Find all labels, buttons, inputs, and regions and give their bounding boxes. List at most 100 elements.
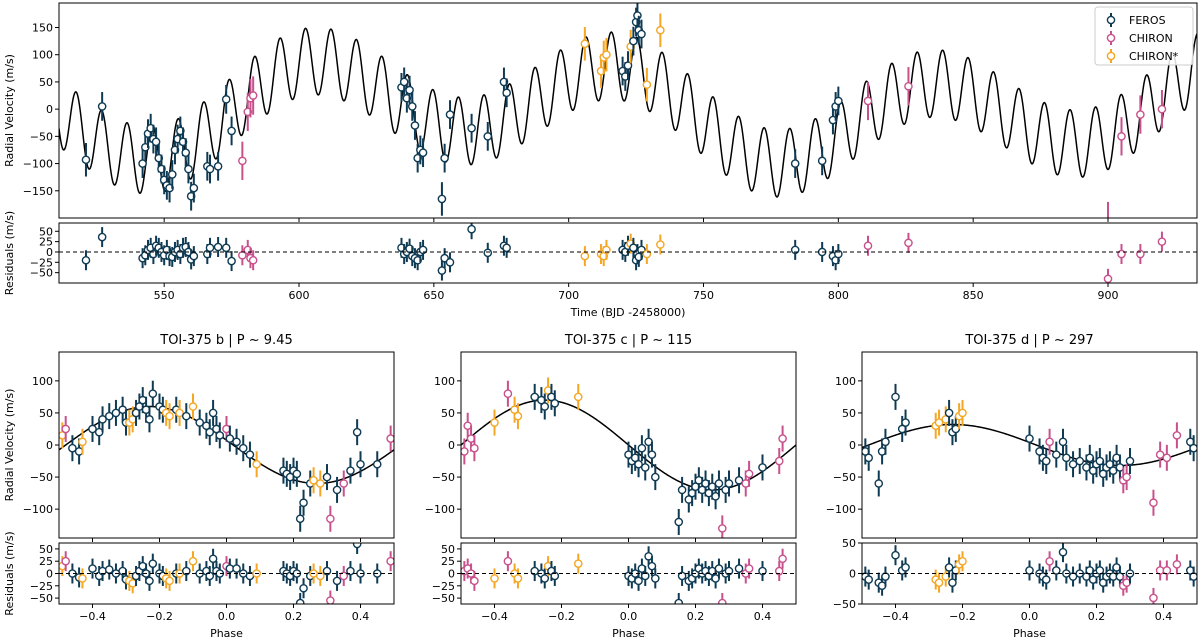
timeseries-residual-point — [97, 232, 107, 242]
timeseries-residual-point — [1103, 274, 1113, 283]
phase-panel-0-residual-ytick-label: 50 — [39, 543, 53, 556]
phase-panel-1-points — [461, 377, 787, 538]
phase-panel-2-residual-xtick-label: −0.4 — [882, 610, 909, 623]
phase-panel-0-xlabel: Phase — [210, 627, 243, 640]
phase-panel-2-rv-point — [864, 453, 874, 463]
phase-panel-0-residual-point — [295, 598, 305, 604]
phase-panel-1-rv-point — [674, 517, 684, 527]
phase-panel-2-rv-point — [1052, 450, 1061, 459]
timeseries-residual-xtick-label: 750 — [693, 289, 714, 302]
phase-panel-0-rv-point — [111, 408, 121, 418]
timeseries-rv-point — [407, 102, 417, 111]
phase-panel-1-residual-ytick-label: 25 — [441, 555, 455, 568]
phase-panel-2-rv-point — [1149, 498, 1158, 508]
phase-panel-0-residual-ytick-label: 0 — [46, 568, 53, 581]
phase-panel-1-rv-point — [461, 447, 469, 456]
phase-panel-1-residual-point — [714, 564, 724, 573]
timeseries-rv-point — [138, 159, 147, 168]
phase-panel-2-xlabel: Phase — [1013, 627, 1046, 640]
phase-panel-0-residual-point — [145, 576, 154, 586]
timeseries-rv-point — [97, 102, 107, 111]
phase-panel-0-rv-point — [181, 411, 191, 421]
timeseries-rv-point — [399, 77, 409, 87]
timeseries-points — [81, 3, 1167, 218]
timeseries-rv-point — [1157, 104, 1167, 114]
phase-panel-1-residual-point — [677, 571, 687, 581]
timeseries-rv-point — [642, 80, 652, 89]
timeseries-residual-point — [502, 243, 511, 253]
phase-panel-2-residual-ytick-label: 50 — [842, 537, 856, 550]
phase-panel-2-residual-point — [1052, 566, 1061, 575]
phase-panel-2-rv-point — [1025, 434, 1034, 443]
timeseries-residual-point — [248, 255, 258, 265]
timeseries-residual-point — [467, 224, 476, 234]
legend-label-1: CHIRON — [1129, 32, 1173, 45]
timeseries-residual-point — [1157, 237, 1167, 246]
phase-panel-2-rv-point — [901, 418, 910, 427]
phase-panel-2-rv-point — [1155, 450, 1165, 459]
phase-panel-0-residual-point — [181, 566, 191, 576]
timeseries-rv-point — [790, 159, 800, 168]
phase-panel-0-rv-point — [145, 415, 154, 424]
phase-panel-1-residual-point — [540, 574, 550, 583]
phase-panel-1-residual-ytick-label: 50 — [441, 543, 455, 556]
timeseries-residual-xtick-label: 850 — [963, 289, 984, 302]
phase-panel-2-rv-point — [881, 437, 890, 447]
phase-panel-1-rv-point — [758, 463, 767, 472]
timeseries-rv-point — [580, 39, 590, 49]
phase-panel-0-rv-point — [165, 411, 174, 421]
legend-marker-1 — [1106, 33, 1116, 43]
phase-panel-0-rv-point — [309, 475, 318, 485]
phase-panel-1-residual-point — [674, 598, 684, 604]
phase-panel-1-rv-point — [778, 434, 787, 443]
phase-panel-1-rv-point — [724, 479, 734, 488]
timeseries-ylabel: Radial Velocity (m/s) — [3, 54, 16, 167]
phase-panel-2-residual-point — [1172, 560, 1182, 569]
timeseries-rv-ytick-label: 50 — [39, 76, 53, 89]
phase-panel-2-rv-ytick-label: 0 — [849, 439, 856, 452]
phase-panel-0-residual-point — [165, 576, 174, 586]
phase-panel-1-rv-point — [490, 418, 499, 427]
timeseries-residual-ytick-label: 25 — [39, 236, 53, 249]
phase-panel-0-residual-point — [78, 574, 87, 583]
phase-panel-1-rv-ytick-label: −100 — [425, 503, 455, 516]
phase-panel-1-residual-point — [647, 561, 657, 571]
timeseries-rv-point — [405, 85, 414, 95]
phase-panel-2-residual-point — [958, 557, 967, 566]
phase-panel-0-residual-point — [88, 564, 97, 573]
phase-panel-2-rv-point — [934, 418, 944, 427]
phase-panel-2-residual-point — [948, 578, 957, 587]
phase-panel-2-rv-point — [1068, 459, 1078, 469]
timeseries-rv-ytick-label: −100 — [23, 158, 53, 171]
phase-panel-1-rv-point — [744, 469, 754, 479]
phase-panel-2-rv-point — [891, 392, 900, 402]
timeseries-rv-point — [623, 61, 633, 70]
phase-panel-1-rv-point — [718, 524, 727, 533]
timeseries-rv-point — [205, 164, 215, 174]
phase-panel-0-title: TOI-375 b | P ~ 9.45 — [159, 333, 292, 348]
timeseries-residual-point — [213, 242, 223, 252]
timeseries-rv-point — [184, 164, 193, 174]
phase-panel-0-rv-ytick-label: −100 — [23, 503, 53, 516]
timeseries-residual-point — [205, 243, 215, 253]
phase-panel-0-rv-axes — [58, 351, 395, 539]
phase-panel-2-rv-point — [1058, 437, 1068, 447]
timeseries-rv-point — [248, 91, 258, 100]
timeseries-rv-point — [189, 183, 199, 193]
phase-panel-1-rv-point — [470, 443, 479, 453]
phase-panel-2-residual-xtick-label: 0.2 — [1088, 610, 1106, 623]
timeseries-rv-point — [602, 50, 611, 60]
phase-panel-2-rv-point — [944, 408, 954, 418]
phase-panel-2-residual-points — [862, 543, 1197, 604]
legend-label-0: FEROS — [1129, 14, 1166, 27]
phase-panel-1-rv-point — [637, 443, 647, 453]
phase-panel-2-points — [862, 383, 1197, 516]
timeseries-rv-point — [151, 137, 161, 147]
phase-panel-2-residual-point — [934, 578, 944, 587]
phase-panel-0-rv-point — [104, 411, 114, 421]
phase-panel-2-residual-ytick-label: −50 — [833, 598, 856, 611]
phase-panel-0-rv-point — [372, 459, 382, 469]
phase-panel-0-rv-point — [245, 450, 255, 459]
phase-panel-0-residual-point — [232, 564, 241, 573]
phase-panel-1-residual-point — [651, 574, 660, 583]
